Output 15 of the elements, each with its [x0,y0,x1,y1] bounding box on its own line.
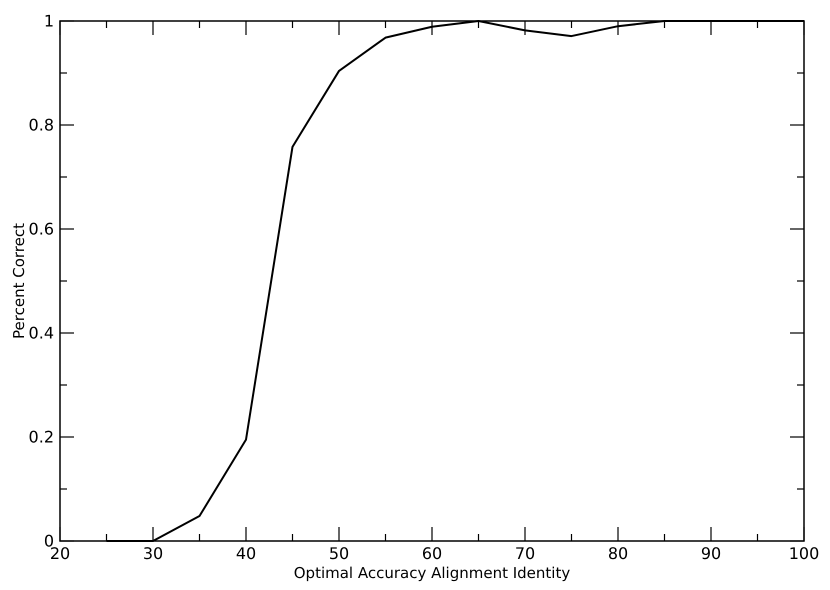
y-tick-label: 0.2 [28,428,54,447]
x-tick-label: 100 [788,544,820,563]
x-tick-label: 80 [608,544,628,563]
y-axis-title: Percent Correct [10,222,28,339]
y-tick-label: 0.6 [28,220,54,239]
x-tick-label: 50 [328,544,350,563]
y-tick-label: 0.8 [28,116,54,135]
y-tick-label: 0.4 [28,324,54,343]
y-tick-label: 1 [44,12,54,31]
x-tick-label: 60 [422,544,442,563]
x-tick-label: 70 [514,544,536,563]
x-axis-title: Optimal Accuracy Alignment Identity [294,564,570,582]
x-tick-label: 30 [142,544,164,563]
x-tick-label: 40 [236,544,256,563]
x-tick-label: 90 [700,544,722,563]
